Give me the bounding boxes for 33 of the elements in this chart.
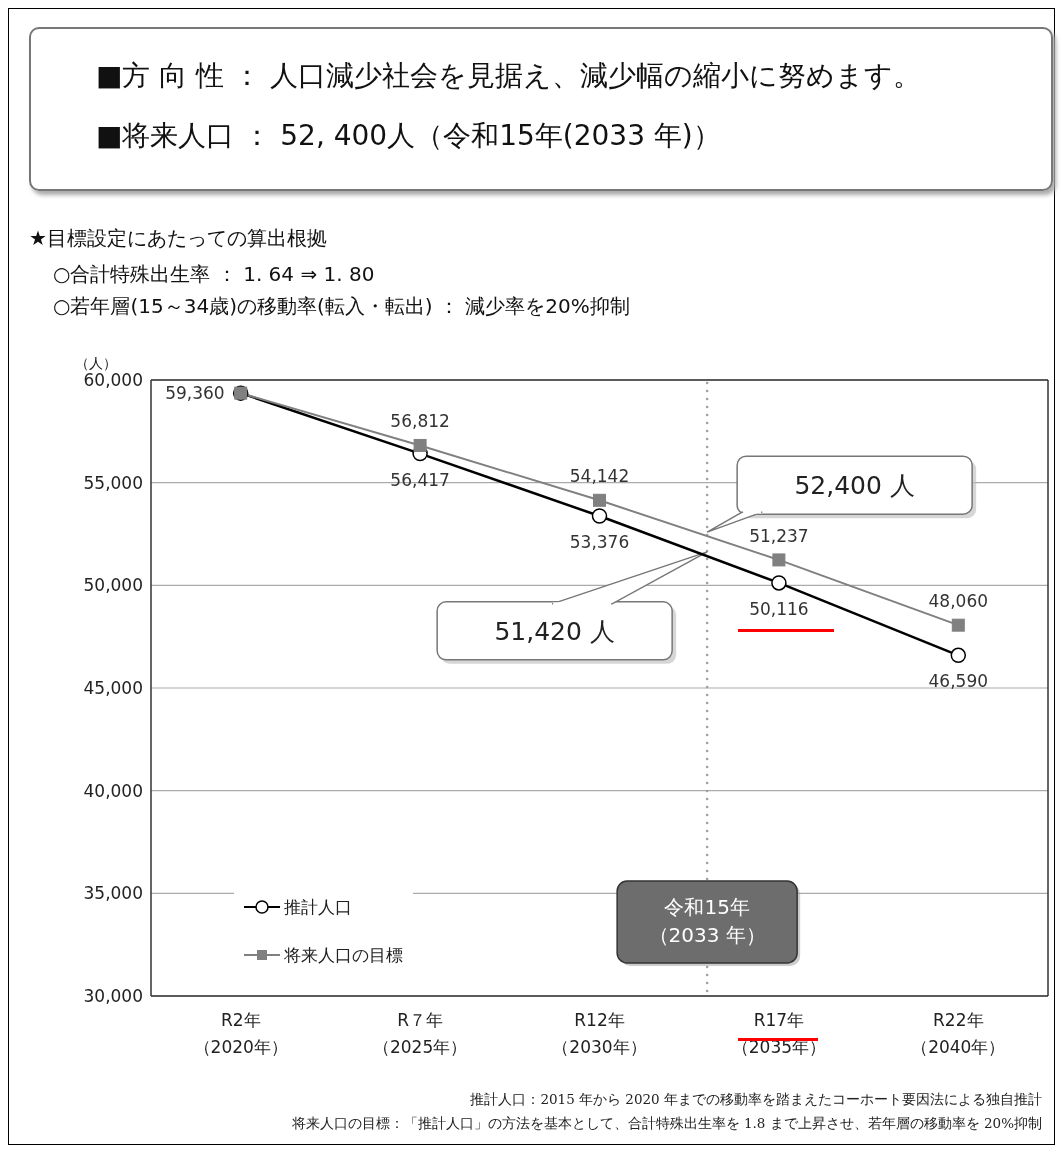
data-label: 46,590	[928, 671, 989, 692]
x-tick-label: R2年（2020年）	[193, 1010, 288, 1057]
annotation: 令和15年（2033 年）	[648, 895, 766, 947]
data-label: 56,812	[390, 411, 450, 432]
chart-title: ■方 向 性 ： 人口減少社会を見据え、減少幅の縮小に努めます。	[96, 58, 922, 94]
x-tick-label: R12年（2030年）	[552, 1010, 647, 1057]
y-tick-label: 45,000	[83, 678, 143, 699]
data-label: 51,237	[749, 525, 809, 546]
text: 将来人口の目標：「推計人口」の方法を基本として、合計特殊出生率を 1.8 まで上昇させ、若年層の移動率を 20%抑制	[291, 1115, 1042, 1133]
data-label: 48,060	[928, 591, 989, 612]
legend-label: 将来人口の目標	[284, 943, 403, 967]
text: ★目標設定にあたっての算出根拠	[29, 225, 327, 252]
legend-label: 推計人口	[284, 895, 352, 919]
y-axis-title: （人）	[75, 355, 117, 371]
chart-subtitle: ■将来人口 ： 52, 400人（令和15年(2033 年)）	[96, 118, 721, 154]
data-label: 56,417	[390, 469, 450, 490]
y-tick-label: 40,000	[83, 780, 143, 801]
y-tick-label: 30,000	[83, 986, 143, 1007]
y-tick-label: 55,000	[83, 472, 143, 493]
x-tick-label: R22年（2040年）	[911, 1010, 1006, 1057]
annotation: 52,400 人	[794, 471, 915, 501]
annotation: 51,420 人	[494, 616, 615, 646]
y-tick-label: 60,000	[83, 370, 143, 391]
y-tick-label: 50,000	[83, 575, 143, 596]
data-label: 50,116	[749, 598, 809, 619]
text: ○合計特殊出生率 ： 1. 64 ⇒ 1. 80	[53, 261, 375, 288]
text: 推計人口：2015 年から 2020 年までの移動率を踏まえたコーホート要因法による独自推計	[470, 1091, 1042, 1109]
y-tick-label: 35,000	[83, 883, 143, 904]
data-label: 59,360	[165, 383, 225, 404]
x-tick-label: R７年（2025年）	[372, 1010, 468, 1057]
data-label: 53,376	[569, 532, 630, 553]
text: ○若年層(15～34歳)の移動率(転入・転出) ： 減少率を20%抑制	[53, 293, 630, 320]
data-label: 54,142	[569, 466, 630, 487]
